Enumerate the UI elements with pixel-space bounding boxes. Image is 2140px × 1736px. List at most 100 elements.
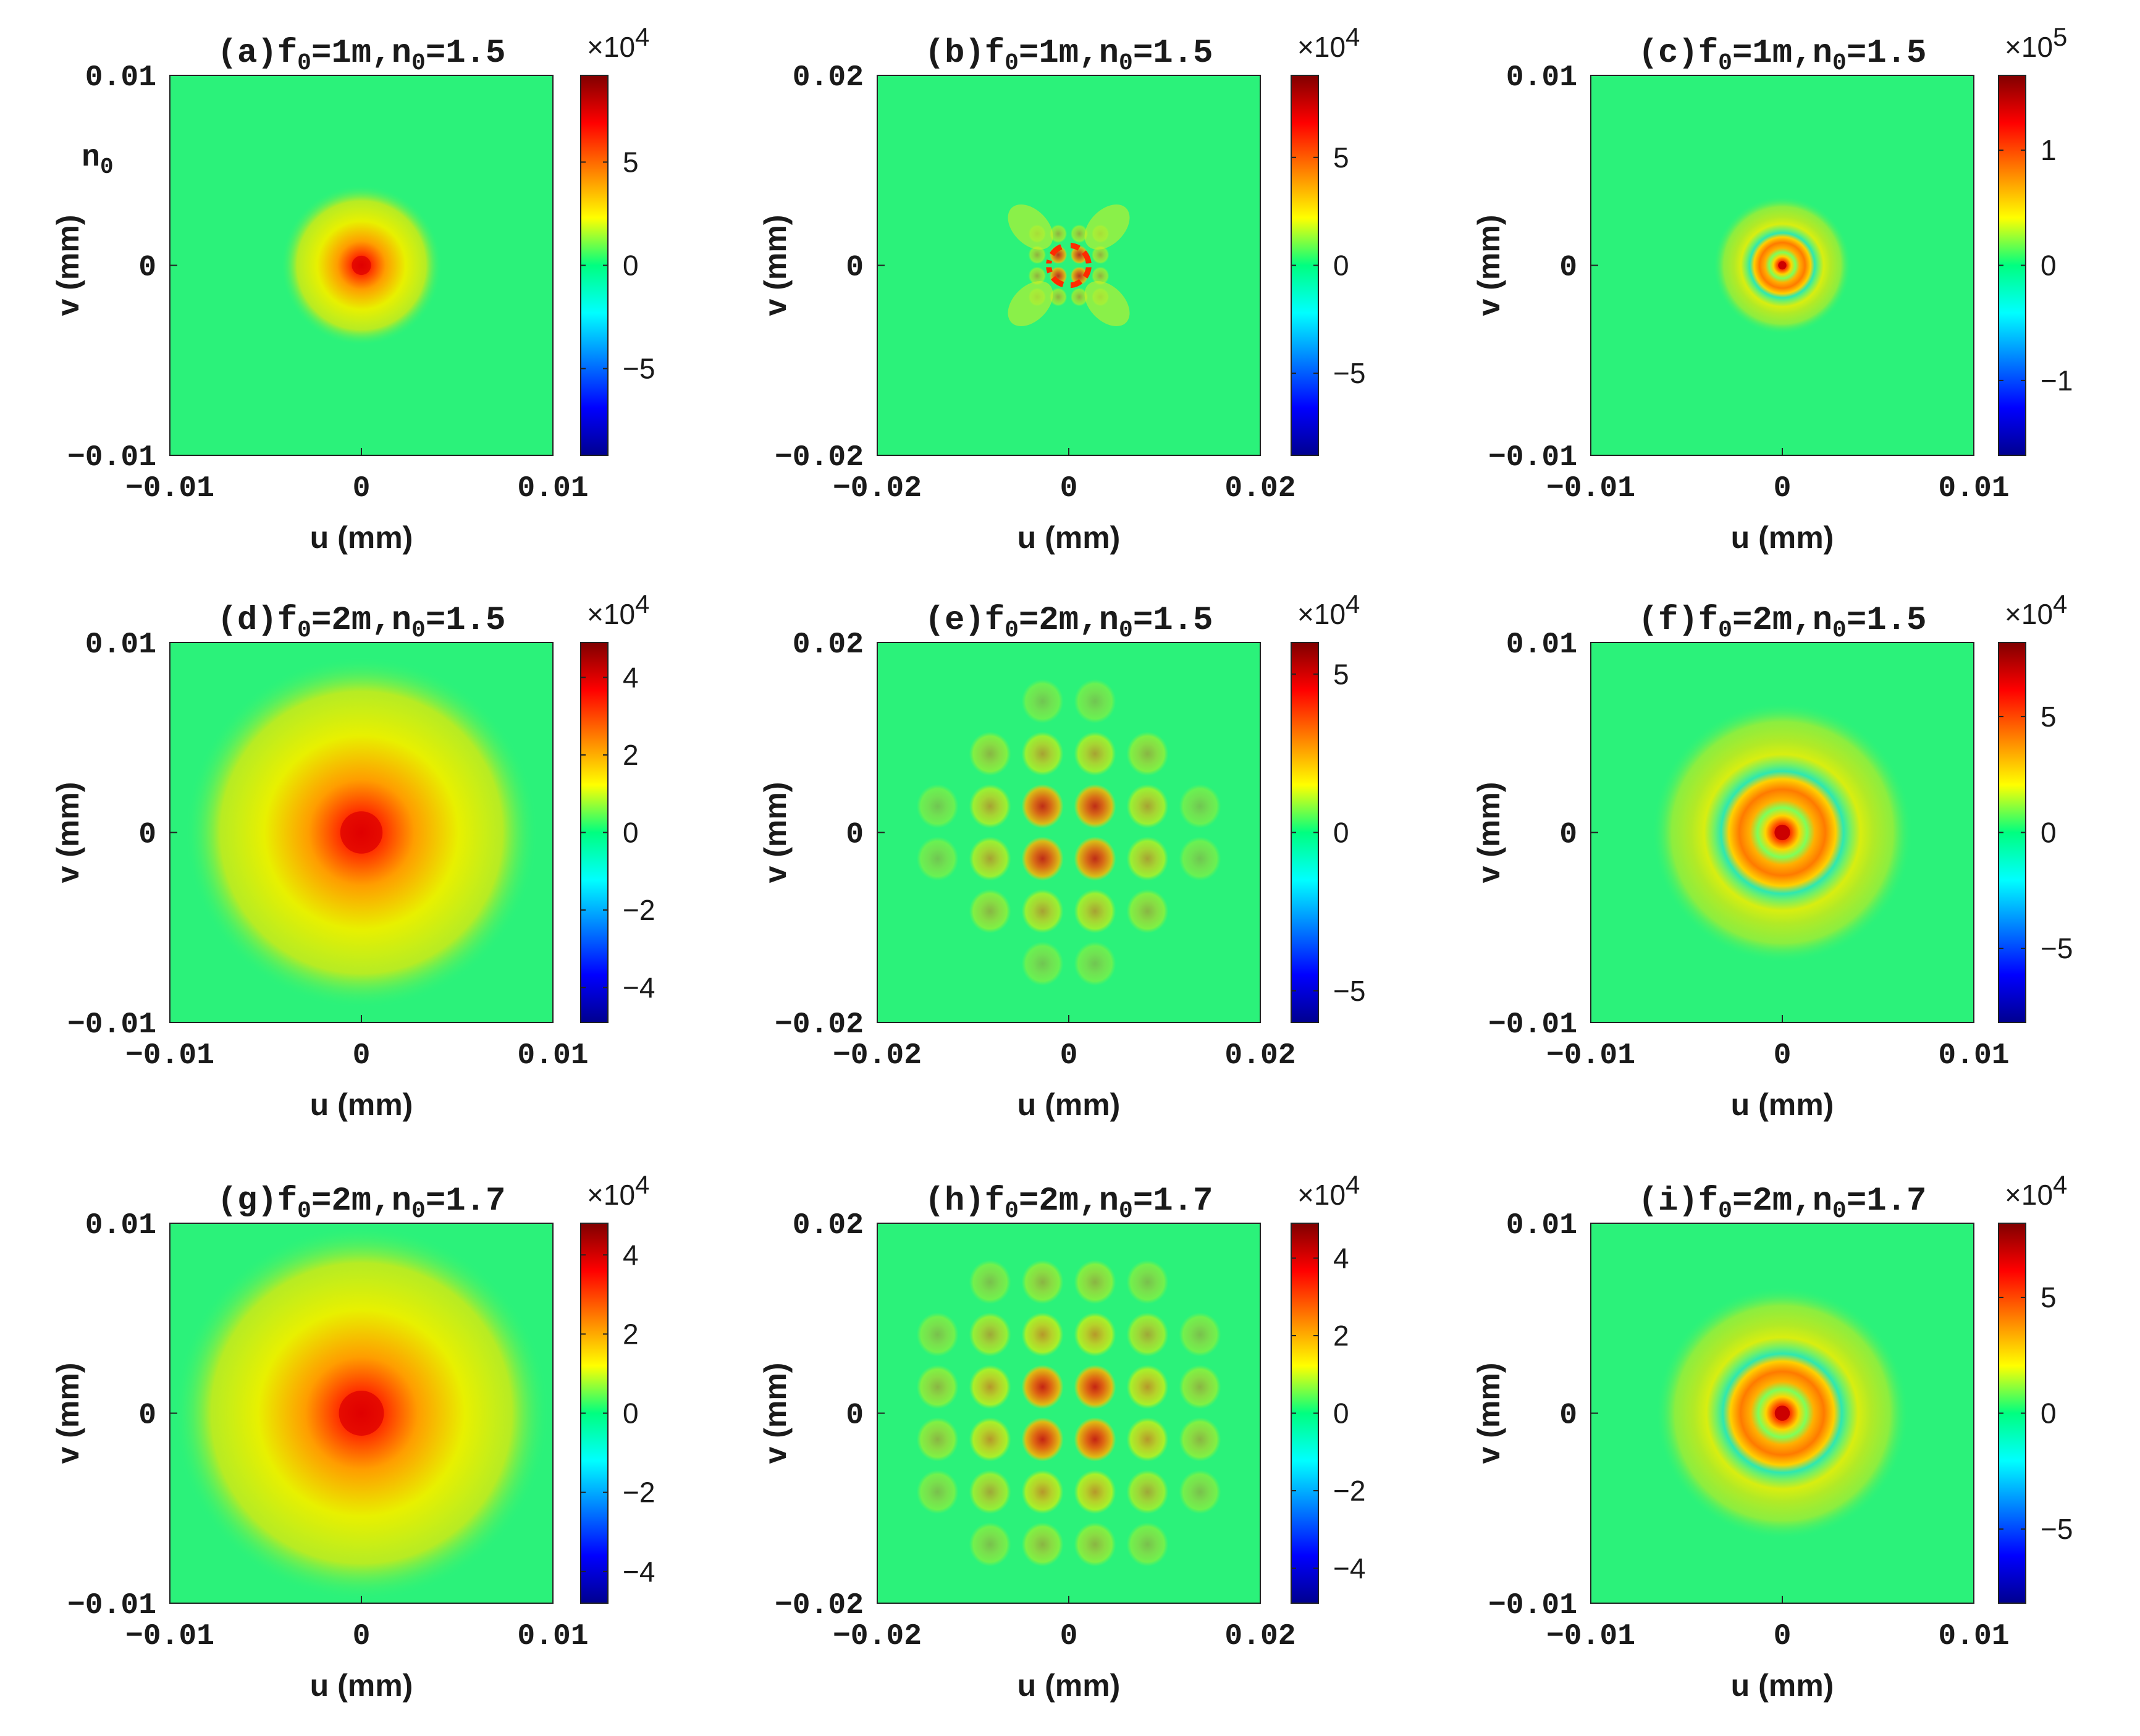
lattice-lobe (916, 1417, 959, 1462)
colorbar-tick-label: 0 (623, 250, 639, 282)
x-tick-label: −0.01 (1546, 1620, 1635, 1653)
lattice-lobe (1126, 731, 1169, 776)
colorbar-tick-label: 0 (1333, 1397, 1349, 1430)
y-tick-label: 0.02 (793, 628, 864, 662)
lattice-lobe (1021, 1260, 1064, 1304)
lattice-lobe (1021, 942, 1064, 986)
y-tick-label: −0.02 (775, 1008, 864, 1042)
x-tick-label: −0.01 (1546, 1039, 1635, 1072)
x-tick-label: 0.01 (517, 1620, 588, 1653)
x-tick-label: −0.01 (125, 472, 214, 505)
y-tick-label: −0.01 (67, 1008, 156, 1042)
y-tick-label: −0.01 (1488, 1008, 1577, 1042)
lattice-lobe (1021, 1522, 1064, 1567)
y-axis-label: v (mm) (1472, 1363, 1506, 1464)
lattice-lobe (1074, 942, 1116, 986)
colorbar-tick-label: 1 (2041, 134, 2057, 166)
x-tick-label: 0 (1060, 1620, 1078, 1653)
lattice-lobe (1021, 679, 1064, 723)
panel-g: −0.01 0 0.01 −0.01 0 0.01 u (mm) v (mm) (g)f0=2m… (51, 1170, 655, 1703)
lattice-lobe (1179, 784, 1221, 828)
panel-h: −0.02 0 0.02 −0.02 0 0.02 u (mm) v (mm) (h)f0=2m… (758, 1170, 1365, 1703)
panel-title: (g)f0=2m,n0=1.7 (217, 1182, 506, 1224)
lattice-lobe (969, 731, 1011, 776)
heatmap-g (174, 1225, 549, 1601)
y-axis-label: v (mm) (758, 1363, 793, 1464)
colorbar-tick-label: −5 (623, 353, 655, 385)
x-tick-label: 0 (353, 1039, 371, 1072)
x-tick-label: 0.02 (1224, 1039, 1295, 1072)
x-axis-label: u (mm) (310, 520, 413, 555)
lattice-lobe (1126, 1312, 1169, 1357)
panel-d: −0.01 0 0.01 −0.01 0 0.01 u (mm) v (mm) (d)f0=2m… (51, 589, 655, 1122)
colorbar-tick-label: 5 (2041, 1281, 2057, 1313)
lattice-lobe (969, 836, 1011, 881)
peak-spot (1774, 1405, 1790, 1421)
lattice-lobe (1070, 224, 1089, 243)
y-tick-label: −0.01 (1488, 441, 1577, 474)
y-axis-label: v (mm) (51, 782, 85, 883)
colorbar-tick-label: −1 (2041, 364, 2073, 397)
x-tick-label: −0.01 (125, 1039, 214, 1072)
colorbar-tick-label: 5 (1333, 141, 1349, 174)
lattice-lobe (1070, 266, 1089, 285)
peak-spot (339, 1391, 384, 1436)
panel-a: −0.01 0 0.01 −0.01 0 0.01 u (mm) v (mm) (a)f0=1m… (51, 22, 655, 555)
y-tick-label: 0 (138, 251, 156, 285)
panel-i: −0.01 0 0.01 −0.01 0 0.01 u (mm) v (mm) (i)f0=2m… (1472, 1170, 2073, 1703)
lattice-lobe (969, 1312, 1011, 1357)
colorbar-tick-label: 0 (2041, 1397, 2057, 1430)
colorbar-tick-label: −2 (623, 894, 655, 926)
y-tick-label: 0 (846, 1399, 864, 1433)
colorbar-tick-label: 0 (623, 1397, 639, 1430)
x-tick-label: 0 (1774, 1039, 1792, 1072)
lattice-lobe (1074, 1522, 1116, 1567)
lattice-lobe (916, 836, 959, 881)
lattice-lobe (1074, 836, 1116, 881)
lattice-lobe (1126, 1470, 1169, 1514)
panel-b: −0.02 0 0.02 −0.02 0 0.02 u (mm) v (mm) (b)f0=1m… (758, 22, 1365, 555)
lattice-lobe (1126, 784, 1169, 828)
y-tick-label: −0.01 (67, 441, 156, 474)
y-tick-label: 0.01 (1506, 61, 1577, 95)
lattice-lobe (969, 1417, 1011, 1462)
lattice-lobe (1021, 784, 1064, 828)
peak-spot (340, 811, 383, 854)
lattice-lobe (1179, 1365, 1221, 1409)
x-tick-label: −0.01 (125, 1620, 214, 1653)
y-axis-label: v (mm) (51, 215, 85, 316)
y-axis-label: v (mm) (758, 215, 793, 316)
colorbar-tick-label: 5 (623, 146, 639, 178)
x-axis-label: u (mm) (1731, 1668, 1834, 1703)
lattice-lobe (1074, 679, 1116, 723)
x-axis-label: u (mm) (1017, 1087, 1121, 1122)
y-tick-label: 0.01 (1506, 628, 1577, 662)
lattice-lobe (969, 1365, 1011, 1409)
diagonal-lobe (1084, 204, 1130, 250)
panel-title: (c)f0=1m,n0=1.5 (1638, 35, 1927, 77)
colorbar-multiplier: ×104 (2005, 589, 2067, 630)
x-tick-label: 0.01 (517, 1039, 588, 1072)
colorbar-tick-label: 0 (1333, 250, 1349, 282)
lattice-lobe (969, 889, 1011, 933)
colorbar-multiplier: ×104 (587, 589, 649, 630)
lattice-lobe (1049, 224, 1068, 243)
y-tick-label: −0.01 (1488, 1589, 1577, 1622)
lattice-lobe (1179, 1470, 1221, 1514)
heatmap-a (280, 185, 442, 346)
lattice-lobe (1126, 1260, 1169, 1304)
lattice-lobe (969, 1522, 1011, 1567)
colorbar-multiplier: ×104 (1297, 589, 1360, 630)
colorbar-tick-label: 2 (623, 1318, 639, 1350)
lattice-lobe (1021, 1417, 1064, 1462)
colorbar-tick-label: 2 (623, 739, 639, 771)
y-tick-label: 0.02 (793, 1209, 864, 1242)
colorbar-tick-label: 4 (623, 1239, 639, 1271)
colorbar-tick-label: 4 (623, 661, 639, 693)
x-tick-label: −0.02 (833, 472, 922, 505)
diagonal-lobe (1084, 281, 1130, 326)
lattice-lobe (1126, 1522, 1169, 1567)
panel-title: (e)f0=2m,n0=1.5 (925, 602, 1213, 644)
peak-spot (1774, 824, 1790, 841)
lattice-lobe (1021, 1312, 1064, 1357)
